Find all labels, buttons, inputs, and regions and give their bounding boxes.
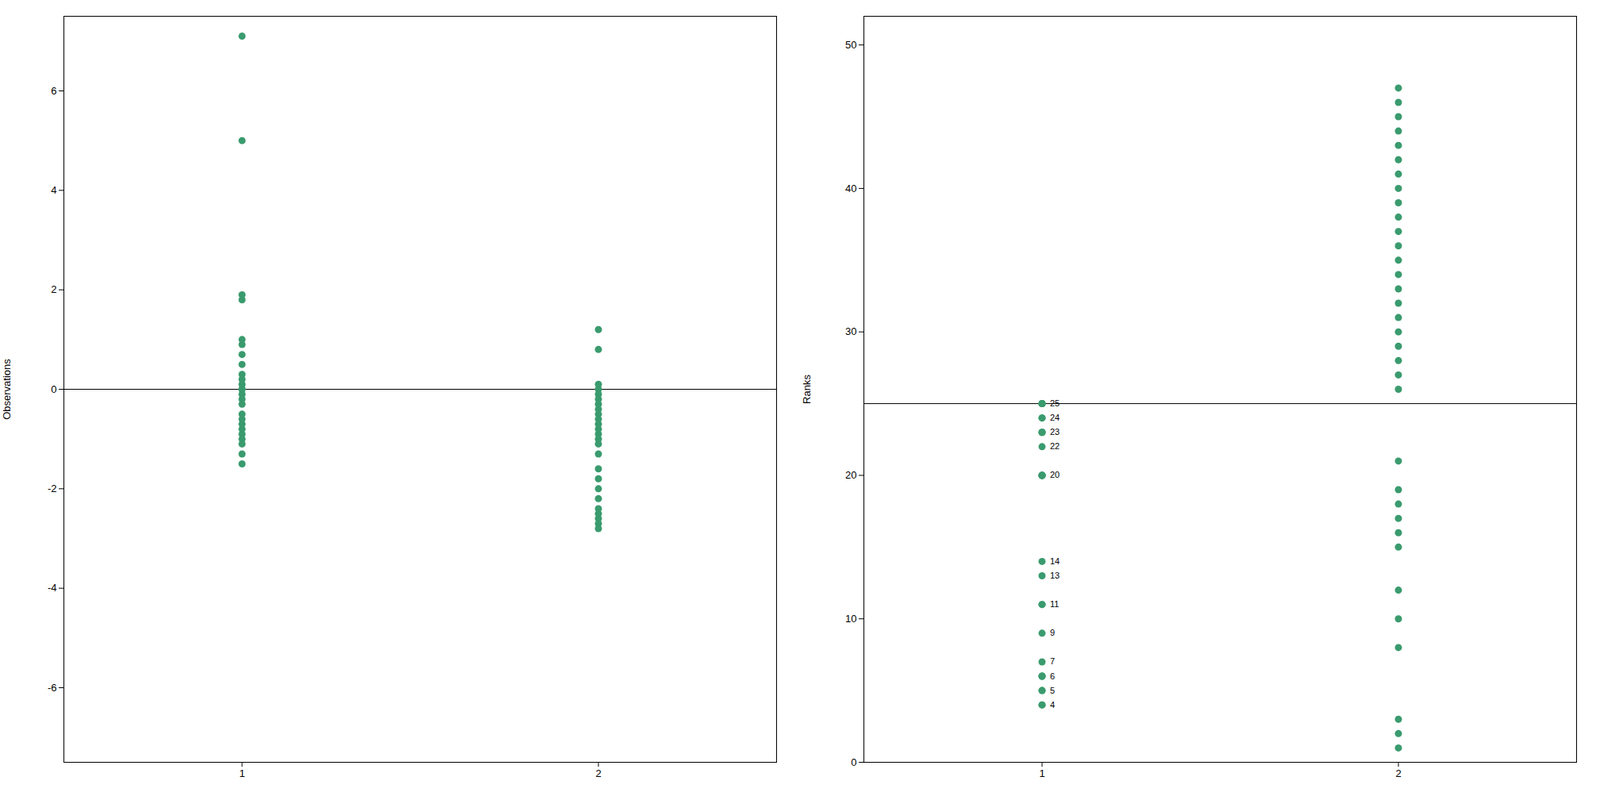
svg-text:1: 1 [238, 767, 245, 780]
svg-text:0: 0 [50, 383, 57, 396]
svg-text:50: 50 [845, 38, 857, 51]
svg-text:Ranks: Ranks [800, 374, 813, 404]
svg-text:-2: -2 [47, 482, 58, 495]
svg-text:-4: -4 [47, 581, 58, 594]
svg-text:2: 2 [1395, 767, 1401, 780]
svg-text:4: 4 [1050, 700, 1055, 710]
svg-text:Observations: Observations [0, 358, 13, 420]
svg-text:2: 2 [50, 283, 57, 296]
svg-text:0: 0 [850, 756, 857, 769]
svg-text:25: 25 [1050, 398, 1060, 408]
svg-text:23: 23 [1050, 426, 1060, 437]
svg-text:20: 20 [1050, 469, 1060, 480]
svg-text:40: 40 [845, 182, 857, 195]
svg-text:14: 14 [1050, 556, 1060, 566]
svg-text:6: 6 [1050, 671, 1055, 681]
svg-text:11: 11 [1050, 599, 1059, 609]
svg-text:-6: -6 [47, 681, 58, 694]
svg-text:9: 9 [1050, 627, 1055, 638]
svg-text:1: 1 [1038, 767, 1045, 780]
svg-text:20: 20 [845, 469, 857, 481]
svg-text:5: 5 [1050, 685, 1055, 696]
svg-text:7: 7 [1050, 656, 1055, 666]
svg-text:10: 10 [845, 612, 857, 625]
svg-text:30: 30 [845, 325, 857, 338]
svg-text:13: 13 [1050, 570, 1060, 581]
svg-text:22: 22 [1050, 441, 1060, 451]
svg-text:2: 2 [595, 767, 601, 780]
svg-text:24: 24 [1050, 412, 1060, 423]
svg-text:6: 6 [50, 84, 57, 97]
svg-text:4: 4 [50, 184, 57, 197]
